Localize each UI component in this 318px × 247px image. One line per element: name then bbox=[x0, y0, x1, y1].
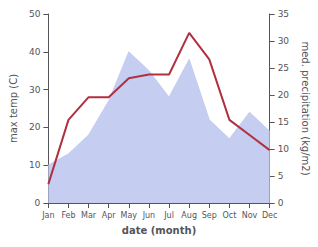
svg-text:5: 5 bbox=[278, 171, 284, 181]
svg-text:50: 50 bbox=[29, 9, 41, 19]
svg-text:Jul: Jul bbox=[163, 211, 174, 220]
svg-text:Apr: Apr bbox=[102, 211, 117, 220]
svg-text:May: May bbox=[121, 211, 138, 220]
svg-text:Sep: Sep bbox=[202, 211, 217, 220]
svg-text:35: 35 bbox=[278, 9, 289, 19]
svg-text:40: 40 bbox=[29, 47, 41, 57]
svg-text:30: 30 bbox=[29, 85, 41, 95]
svg-text:Feb: Feb bbox=[61, 211, 75, 220]
svg-text:20: 20 bbox=[278, 90, 290, 100]
svg-text:Jan: Jan bbox=[41, 211, 54, 220]
svg-text:Oct: Oct bbox=[222, 211, 236, 220]
svg-text:Nov: Nov bbox=[242, 211, 258, 220]
svg-text:25: 25 bbox=[278, 63, 289, 73]
svg-text:med. precipitation (kg/m2): med. precipitation (kg/m2) bbox=[300, 41, 311, 175]
svg-text:Jun: Jun bbox=[142, 211, 156, 220]
svg-text:max temp (C): max temp (C) bbox=[8, 74, 19, 143]
svg-text:20: 20 bbox=[29, 122, 41, 132]
svg-text:15: 15 bbox=[278, 117, 289, 127]
svg-text:Mar: Mar bbox=[81, 211, 97, 220]
svg-text:30: 30 bbox=[278, 36, 290, 46]
svg-text:Dec: Dec bbox=[262, 211, 277, 220]
svg-text:0: 0 bbox=[35, 198, 41, 208]
svg-text:0: 0 bbox=[278, 198, 284, 208]
svg-text:Aug: Aug bbox=[181, 211, 197, 220]
svg-text:10: 10 bbox=[29, 160, 41, 170]
svg-text:date (month): date (month) bbox=[122, 225, 196, 236]
svg-text:10: 10 bbox=[278, 144, 290, 154]
